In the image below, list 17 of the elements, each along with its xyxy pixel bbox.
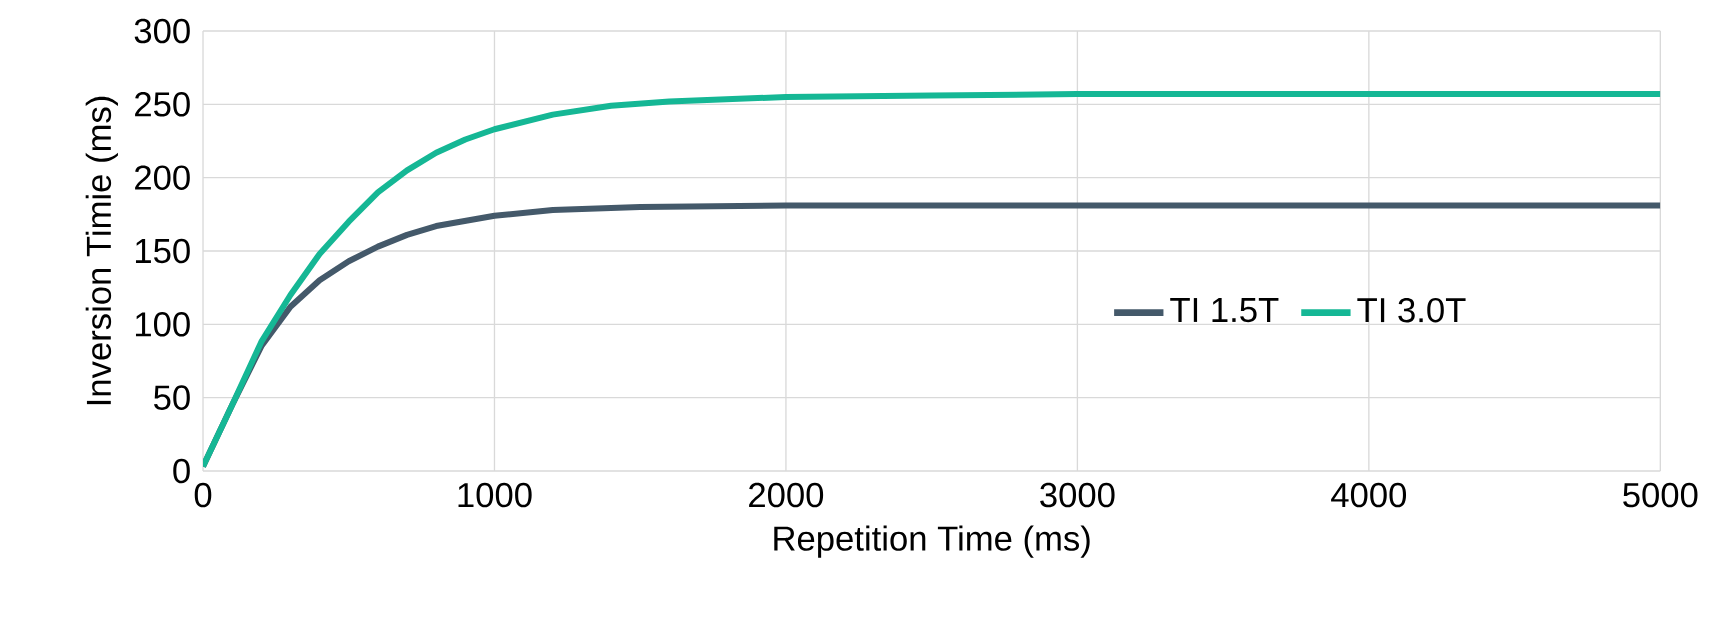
x-tick-label: 1000 xyxy=(458,482,532,508)
y-tick-label: 150 xyxy=(135,238,190,264)
y-tick-label: 200 xyxy=(135,165,190,190)
legend-label: TI 1.5T xyxy=(1170,298,1279,323)
x-tick-label: 5000 xyxy=(1623,482,1698,508)
y-tick-label: 250 xyxy=(135,92,190,117)
y-tick-label: 300 xyxy=(134,18,190,44)
legend-label: TI 3.0T xyxy=(1357,297,1466,323)
x-tick-label: 2000 xyxy=(749,482,824,508)
y-tick-label: 0 xyxy=(173,458,190,484)
x-axis-title: Repetition Time (ms) xyxy=(774,525,1090,558)
x-tick-label: 0 xyxy=(194,482,212,508)
y-tick-label: 100 xyxy=(135,312,190,337)
y-tick-label: 50 xyxy=(154,385,190,410)
x-tick-label: 3000 xyxy=(1040,482,1115,508)
x-tick-label: 4000 xyxy=(1331,482,1407,508)
y-axis-title: Inversion Timie (ms) xyxy=(85,96,118,405)
